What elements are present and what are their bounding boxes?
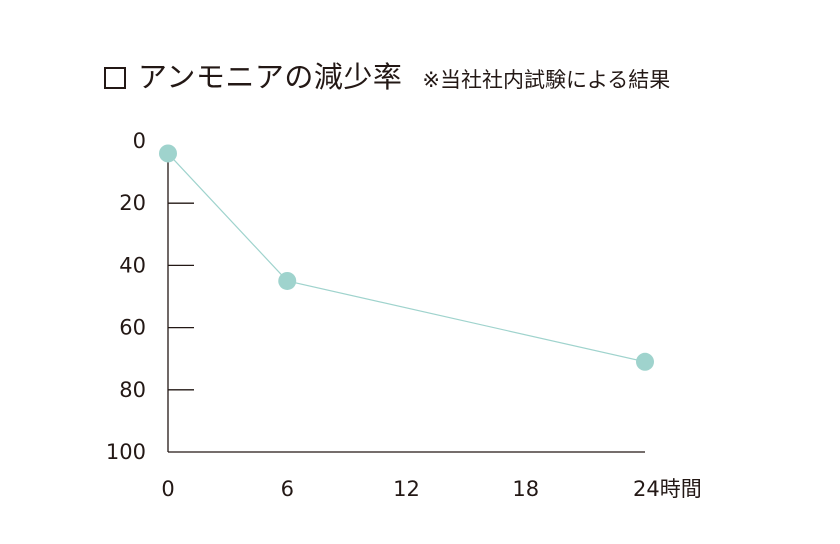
x-tick-label: 24時間: [633, 477, 702, 501]
series-group: [159, 144, 654, 371]
chart-subtitle: ※当社社内試験による結果: [422, 68, 671, 92]
data-point: [636, 352, 654, 371]
y-tick-label: 60: [119, 316, 146, 340]
chart-title: アンモニアの減少率 ※当社社内試験による結果: [104, 54, 670, 96]
x-tick-label: 18: [512, 477, 539, 501]
x-tick-label: 12: [393, 477, 420, 501]
y-tick-label: 0: [133, 129, 146, 153]
x-axis: 0 6 12 18 24時間: [161, 477, 701, 501]
y-axis: 0 20 40 60 80 100: [106, 129, 194, 464]
x-tick-label: 0: [161, 477, 174, 501]
data-point: [278, 271, 297, 290]
y-tick-label: 100: [106, 440, 146, 464]
chart-title-text: アンモニアの減少率: [138, 60, 403, 94]
square-bullet-icon: [104, 67, 126, 89]
chart-axes: [167, 146, 645, 453]
y-tick-label: 20: [119, 191, 146, 215]
x-tick-label: 6: [281, 477, 294, 501]
data-point: [159, 144, 177, 163]
series-line: [167, 153, 646, 363]
y-tick-label: 40: [119, 253, 146, 277]
y-tick-label: 80: [119, 378, 146, 402]
